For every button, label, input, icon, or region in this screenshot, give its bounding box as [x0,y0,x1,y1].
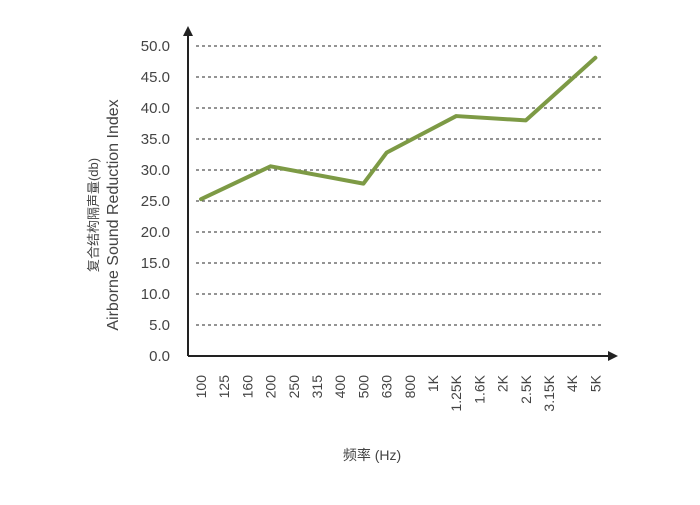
x-tick-label: 100 [193,375,209,399]
x-tick-label: 800 [402,375,418,399]
series [199,55,598,202]
x-tick-label: 630 [379,375,395,399]
y-axis-label-chinese: 复合结构隔声量(db) [86,158,101,272]
x-axis-arrow [608,351,618,361]
x-axis-label: 频率 (Hz) [343,447,401,463]
y-tick-label: 15.0 [141,255,170,272]
x-tick-labels: 100 125 160 200 250 315 400 500 630 800 1K 1.25K 1.6… [193,374,603,411]
y-tick-label: 30.0 [141,162,170,179]
x-tick-label: 125 [216,375,232,399]
axes [183,26,618,361]
x-tick-label: 2K [495,374,511,392]
x-tick-label: 160 [239,375,255,399]
y-tick-label: 35.0 [141,131,170,148]
y-tick-labels: 0.0 5.0 10.0 15.0 20.0 25.0 30.0 35.0 40.0 45.0 50… [141,38,170,365]
y-axis-arrow [183,26,193,36]
x-tick-label: 500 [355,375,371,399]
y-axis-label-english: Airborne Sound Reduction Index [105,99,122,330]
x-tick-label: 250 [286,375,302,399]
x-tick-label: 200 [263,375,279,399]
x-tick-label: 2.5K [518,374,534,403]
series-line [199,55,598,202]
x-tick-label: 4K [564,374,580,392]
x-tick-label: 1.25K [448,374,464,411]
y-tick-label: 5.0 [149,317,170,334]
x-tick-label: 5K [587,374,603,392]
y-tick-label: 40.0 [141,100,170,117]
grid-lines [196,45,602,326]
y-tick-label: 50.0 [141,38,170,55]
y-tick-label: 45.0 [141,69,170,86]
x-tick-label: 1.6K [471,374,487,403]
x-tick-label: 1K [425,374,441,392]
y-tick-label: 25.0 [141,193,170,210]
x-tick-label: 315 [309,375,325,399]
y-tick-label: 0.0 [149,348,170,365]
x-tick-label: 400 [332,375,348,399]
y-tick-label: 20.0 [141,224,170,241]
x-tick-label: 3.15K [541,374,557,411]
y-tick-label: 10.0 [141,286,170,303]
